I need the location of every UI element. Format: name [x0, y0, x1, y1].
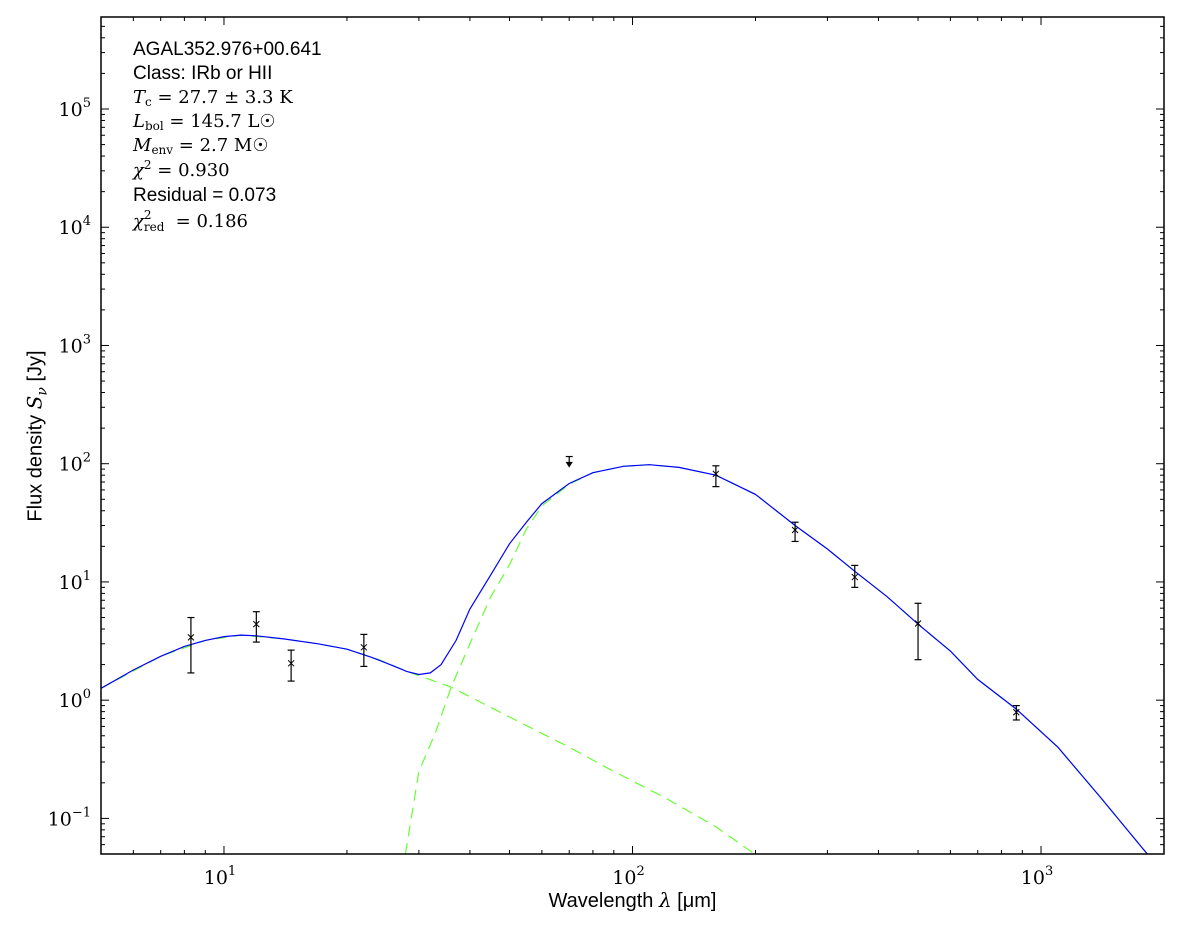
point-marker: [287, 659, 295, 667]
data-point-4: [712, 465, 720, 488]
data-point-5: [791, 521, 799, 543]
point-marker: [914, 620, 922, 627]
data-point-2: [287, 649, 295, 682]
y-tick-exponent: 1: [83, 569, 91, 584]
y-tick-base: 10: [59, 217, 83, 239]
y-tick-exponent: −1: [72, 805, 91, 820]
x-tick-label: 103: [1021, 864, 1053, 889]
total-model-curve: [101, 464, 1148, 854]
point-marker: [851, 573, 859, 581]
annotation-lbol: Lbol = 145.7 L☉: [133, 111, 276, 133]
y-tick-base: 10: [59, 572, 83, 594]
y-axis-label: Flux density Sν [Jy]: [22, 350, 51, 522]
y-tick-label: 102: [59, 451, 91, 476]
y-tick-exponent: 5: [83, 96, 91, 111]
y-tick-exponent: 0: [83, 687, 91, 702]
x-tick-base: 10: [204, 867, 228, 889]
x-tick-exponent: 2: [636, 864, 644, 879]
x-tick-label: 101: [204, 864, 236, 889]
y-tick-label: 103: [59, 332, 91, 357]
y-tick-label: 105: [59, 96, 91, 121]
x-tick-label: 102: [612, 864, 644, 889]
y-tick-label: 100: [59, 687, 91, 712]
y-tick-label: 10−1: [48, 805, 91, 830]
data-point-8: [1012, 704, 1020, 721]
warm-component-curve: [101, 634, 755, 854]
data-point-6: [851, 564, 859, 588]
y-tick-exponent: 3: [83, 332, 91, 347]
chi2-red-sub: red: [143, 220, 165, 234]
annotation-chi2: χ2 = 0.930: [133, 158, 230, 181]
y-tick-label: 101: [59, 569, 91, 594]
y-tick-exponent: 4: [83, 214, 91, 229]
data-point-1: [252, 611, 260, 643]
data-point-7: [914, 602, 922, 661]
chi2-red-sup: 2: [143, 208, 152, 222]
x-tick-exponent: 3: [1045, 864, 1053, 879]
upper-limit-0: [565, 455, 573, 468]
point-marker: [360, 643, 368, 651]
data-point-3: [360, 633, 368, 668]
y-tick-label: 104: [59, 214, 91, 239]
y-tick-base: 10: [59, 99, 83, 121]
point-marker: [1012, 708, 1020, 716]
point-marker: [187, 633, 195, 641]
y-tick-exponent: 2: [83, 451, 91, 466]
y-tick-base: 10: [59, 335, 83, 357]
x-tick-exponent: 1: [228, 864, 236, 879]
y-tick-base: 10: [48, 808, 72, 830]
annotation-menv: Menv = 2.7 M☉: [133, 135, 269, 157]
annotation-class: Class: IRb or HII: [133, 63, 273, 84]
ticks: [100, 16, 1165, 855]
annotation-tc: Tc = 27.7 ± 3.3 K: [133, 87, 293, 109]
cold-component-curve: [404, 464, 1148, 854]
annotation-source: AGAL352.976+00.641: [133, 39, 322, 60]
x-tick-base: 10: [1021, 867, 1045, 889]
data-point-0: [187, 616, 195, 674]
y-tick-base: 10: [59, 690, 83, 712]
y-tick-base: 10: [59, 454, 83, 476]
x-axis-label: Wavelength λ [μm]: [548, 888, 717, 912]
x-tick-base: 10: [612, 867, 636, 889]
point-marker: [712, 470, 720, 478]
annotation-residual: Residual = 0.073: [133, 185, 277, 206]
point-marker: [791, 526, 799, 534]
annotation-chi2-red: χ 2 red = 0.186: [133, 208, 248, 234]
upper-limit-arrow: [565, 461, 573, 468]
chi2-red-scripts: 2 red: [144, 209, 170, 233]
point-marker: [252, 620, 260, 628]
